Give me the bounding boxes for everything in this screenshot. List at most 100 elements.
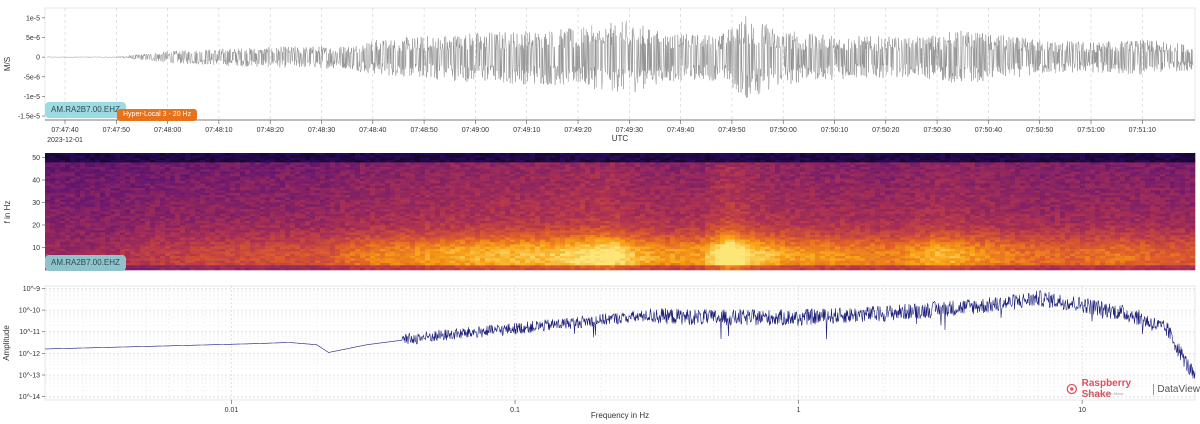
spectrogram-cell	[60, 192, 66, 196]
spectrogram-cell	[270, 220, 276, 224]
spectrogram-cell	[100, 192, 106, 196]
spectrogram-cell	[100, 230, 106, 233]
spectrogram-cell	[100, 239, 106, 243]
spectrogram-cell	[395, 267, 401, 271]
spectrogram-cell	[430, 169, 436, 173]
spectrogram-cell	[370, 176, 376, 180]
spectrogram-cell	[240, 157, 246, 161]
spectrogram-cell	[475, 232, 481, 236]
spectrogram-cell	[185, 260, 191, 264]
spectrogram-cell	[355, 246, 361, 250]
spectrogram-cell	[210, 220, 216, 224]
spectrogram-cell	[220, 248, 226, 252]
spectrogram-cell	[350, 167, 356, 170]
spectrogram-cell	[510, 255, 516, 259]
spectrogram-cell	[125, 244, 131, 247]
spectrogram-cell	[395, 206, 401, 210]
spectrogram-cell	[345, 239, 351, 243]
spectrogram-cell	[55, 223, 61, 226]
spectrogram-cell	[490, 206, 496, 210]
spectrogram-cell	[165, 251, 171, 254]
spectrogram-cell	[435, 220, 441, 224]
spectrogram-cell	[415, 237, 421, 240]
spectrogram-cell	[465, 169, 471, 173]
spectrogram-cell	[450, 267, 456, 271]
spectrogram-cell	[60, 181, 66, 184]
spectrogram-cell	[115, 230, 121, 233]
spectrogram-cell	[400, 255, 406, 259]
spectrogram-cell	[335, 262, 341, 266]
spectrogram-cell	[230, 195, 236, 198]
spectrogram-cell	[160, 265, 166, 268]
spectrogram-cell	[470, 246, 476, 250]
spectrogram-cell	[485, 199, 491, 203]
spectrogram-cell	[50, 204, 56, 208]
spectrogram-cell	[255, 185, 261, 189]
spectrogram-cell	[435, 209, 441, 212]
spectrogram-cell	[55, 206, 61, 210]
spectrogram-cell	[240, 246, 246, 250]
spectrogram-cell	[400, 206, 406, 210]
spectrogram-cell	[140, 185, 146, 189]
spectrogram-cell	[220, 230, 226, 233]
spectrogram-cell	[410, 162, 416, 165]
spectrogram-cell	[460, 251, 466, 254]
spectrogram-cell	[380, 258, 386, 261]
spectrogram-cell	[495, 227, 501, 231]
spectrogram-cell	[265, 190, 271, 194]
spectrogram-cell	[95, 227, 101, 231]
spectrogram-cell	[140, 181, 146, 184]
spectrogram-cell	[250, 227, 256, 231]
spectrogram-cell	[480, 211, 486, 215]
spectrogram-cell	[300, 202, 306, 205]
spectrogram-cell	[450, 227, 456, 231]
spectrogram-cell	[440, 255, 446, 259]
spectrogram-cell	[235, 251, 241, 254]
spectrogram-cell	[370, 162, 376, 165]
spectrogram-cell	[255, 169, 261, 173]
spectrogram-cell	[520, 183, 526, 187]
spectrogram-cell	[205, 164, 211, 168]
spectrogram-cell	[105, 232, 111, 236]
spectrogram-cell	[370, 225, 376, 229]
spectrogram-cell	[395, 160, 401, 163]
spectrogram-cell	[230, 241, 236, 245]
spectrogram-cell	[185, 164, 191, 168]
spectrogram-cell	[175, 192, 181, 196]
spectrogram-cell	[430, 227, 436, 231]
spectrogram-cell	[45, 174, 51, 177]
spectrogram-cell	[330, 213, 336, 217]
spectrogram-cell	[320, 262, 326, 266]
spectrogram-cell	[510, 192, 516, 196]
spectrogram-cell	[490, 225, 496, 229]
spectrogram-cell	[230, 157, 236, 161]
spectrogram-cell	[410, 155, 416, 158]
spectrogram-cell	[210, 216, 216, 219]
spectrogram-cell	[345, 167, 351, 170]
spectrogram-cell	[495, 157, 501, 161]
spectrogram-cell	[285, 251, 291, 254]
spectrogram-cell	[70, 157, 76, 161]
spectrogram-cell	[190, 251, 196, 254]
spectrogram-cell	[510, 220, 516, 224]
spectrogram-cell	[430, 262, 436, 266]
spectrogram-cell	[460, 197, 466, 201]
spectrogram-cell	[435, 181, 441, 184]
spectrogram-cell	[130, 155, 136, 158]
spectrogram-cell	[375, 237, 381, 240]
spectrogram-cell	[330, 267, 336, 271]
spectrogram-cell	[340, 188, 346, 191]
spectrogram-cell	[145, 153, 151, 156]
spectrogram-cell	[90, 239, 96, 243]
spectrogram-cell	[355, 244, 361, 247]
spectrogram-cell	[365, 237, 371, 240]
spectrogram-cell	[305, 265, 311, 268]
spectrogram-cell	[195, 160, 201, 163]
spectrogram-cell	[450, 209, 456, 212]
spectrogram-cell	[260, 234, 266, 238]
spectrogram-cell	[520, 251, 526, 254]
spectrogram-cell	[45, 181, 51, 184]
spectrogram-cell	[170, 157, 176, 161]
spectrogram-cell	[105, 171, 111, 175]
spectrogram-cell	[345, 267, 351, 271]
